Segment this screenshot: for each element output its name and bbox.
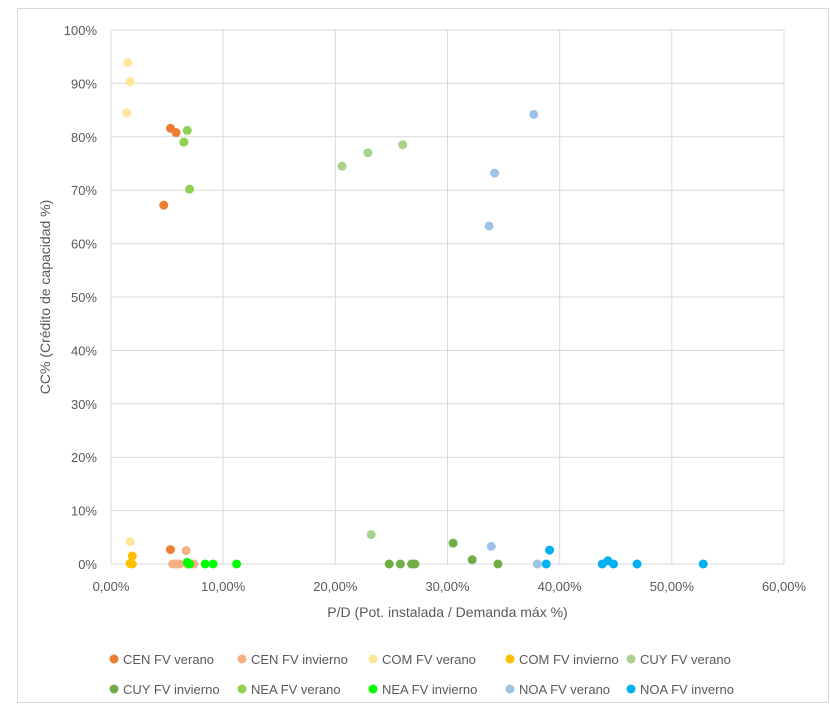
data-point (448, 538, 458, 548)
data-point (185, 184, 195, 194)
legend-item: NOA FV inverno (626, 682, 734, 697)
y-tick-label: 30% (71, 397, 97, 412)
data-point (541, 559, 551, 569)
data-point (125, 77, 135, 87)
data-point (698, 559, 708, 569)
legend: CEN FV verano CEN FV invierno COM FV veran… (109, 652, 734, 697)
data-point (232, 559, 242, 569)
data-point (366, 530, 376, 540)
legend-marker (505, 684, 515, 694)
data-point (363, 148, 373, 158)
data-point (171, 128, 181, 138)
data-point (200, 559, 210, 569)
data-point (532, 559, 542, 569)
legend-marker (368, 654, 378, 664)
y-tick-label: 0% (78, 557, 97, 572)
data-point (165, 545, 175, 555)
legend-marker (626, 684, 636, 694)
legend-label: COM FV invierno (519, 652, 619, 667)
x-tick-label: 0,00% (93, 579, 130, 594)
y-tick-label: 20% (71, 450, 97, 465)
data-point (179, 137, 189, 147)
x-tick-label: 50,00% (650, 579, 695, 594)
legend-item: COM FV invierno (505, 652, 619, 667)
legend-item: CUY FV invierno (109, 682, 220, 697)
legend-item: CUY FV verano (626, 652, 731, 667)
data-point (127, 551, 137, 561)
gridlines (111, 29, 785, 564)
data-point (185, 559, 195, 569)
legend-marker (505, 654, 515, 664)
x-axis-title: P/D (Pot. instalada / Demanda máx %) (327, 604, 567, 620)
chart-area: 0% 10% 20% 30% 40% 50% 60% 70% 80% 90% 100% 0,00% 10… (17, 8, 829, 703)
data-point (123, 58, 133, 68)
legend-item: COM FV verano (368, 652, 476, 667)
legend-label: NOA FV inverno (640, 682, 734, 697)
legend-label: CUY FV invierno (123, 682, 220, 697)
y-tick-label: 70% (71, 183, 97, 198)
data-point (493, 559, 503, 569)
data-point (122, 108, 132, 118)
data-point (125, 537, 135, 547)
data-point (410, 559, 420, 569)
legend-label: CEN FV verano (123, 652, 214, 667)
legend-item: CEN FV verano (109, 652, 214, 667)
legend-marker (626, 654, 636, 664)
data-point (490, 168, 500, 178)
data-point (181, 546, 191, 556)
x-tick-label: 40,00% (538, 579, 583, 594)
data-point (159, 200, 169, 210)
data-point (182, 125, 192, 135)
legend-item: CEN FV invierno (237, 652, 348, 667)
data-point (174, 559, 184, 569)
data-point (384, 559, 394, 569)
data-point (484, 221, 494, 231)
legend-label: CEN FV invierno (251, 652, 348, 667)
data-point (545, 545, 555, 555)
legend-item: NEA FV verano (237, 682, 341, 697)
y-tick-label: 80% (71, 130, 97, 145)
legend-marker (109, 684, 119, 694)
legend-marker (237, 684, 247, 694)
data-point (529, 109, 539, 119)
legend-label: CUY FV verano (640, 652, 731, 667)
legend-item: NOA FV verano (505, 682, 610, 697)
data-point (486, 541, 496, 551)
y-tick-label: 50% (71, 290, 97, 305)
x-tick-label: 30,00% (425, 579, 470, 594)
data-point (632, 559, 642, 569)
data-point (337, 161, 347, 171)
axes: 0% 10% 20% 30% 40% 50% 60% 70% 80% 90% 100% 0,00% 10… (64, 23, 807, 594)
scatter-chart: 0% 10% 20% 30% 40% 50% 60% 70% 80% 90% 100% 0,00% 10… (37, 23, 807, 697)
legend-marker (109, 654, 119, 664)
legend-marker (368, 684, 378, 694)
data-point (398, 140, 408, 150)
x-tick-label: 60,00% (762, 579, 807, 594)
data-point (467, 555, 477, 565)
data-point (127, 559, 137, 569)
legend-label: NEA FV verano (251, 682, 341, 697)
y-tick-label: 40% (71, 343, 97, 358)
legend-marker (237, 654, 247, 664)
legend-item: NEA FV invierno (368, 682, 477, 697)
data-points (122, 58, 708, 569)
y-tick-label: 100% (64, 23, 98, 38)
legend-label: NEA FV invierno (382, 682, 477, 697)
legend-label: COM FV verano (382, 652, 476, 667)
x-tick-label: 20,00% (313, 579, 358, 594)
y-axis-title: CC% (Crédito de capacidad %) (37, 200, 53, 395)
data-point (208, 559, 218, 569)
y-tick-label: 10% (71, 504, 97, 519)
data-point (609, 559, 619, 569)
x-tick-label: 10,00% (201, 579, 246, 594)
legend-label: NOA FV verano (519, 682, 610, 697)
data-point (395, 559, 405, 569)
y-tick-label: 90% (71, 76, 97, 91)
y-tick-label: 60% (71, 237, 97, 252)
